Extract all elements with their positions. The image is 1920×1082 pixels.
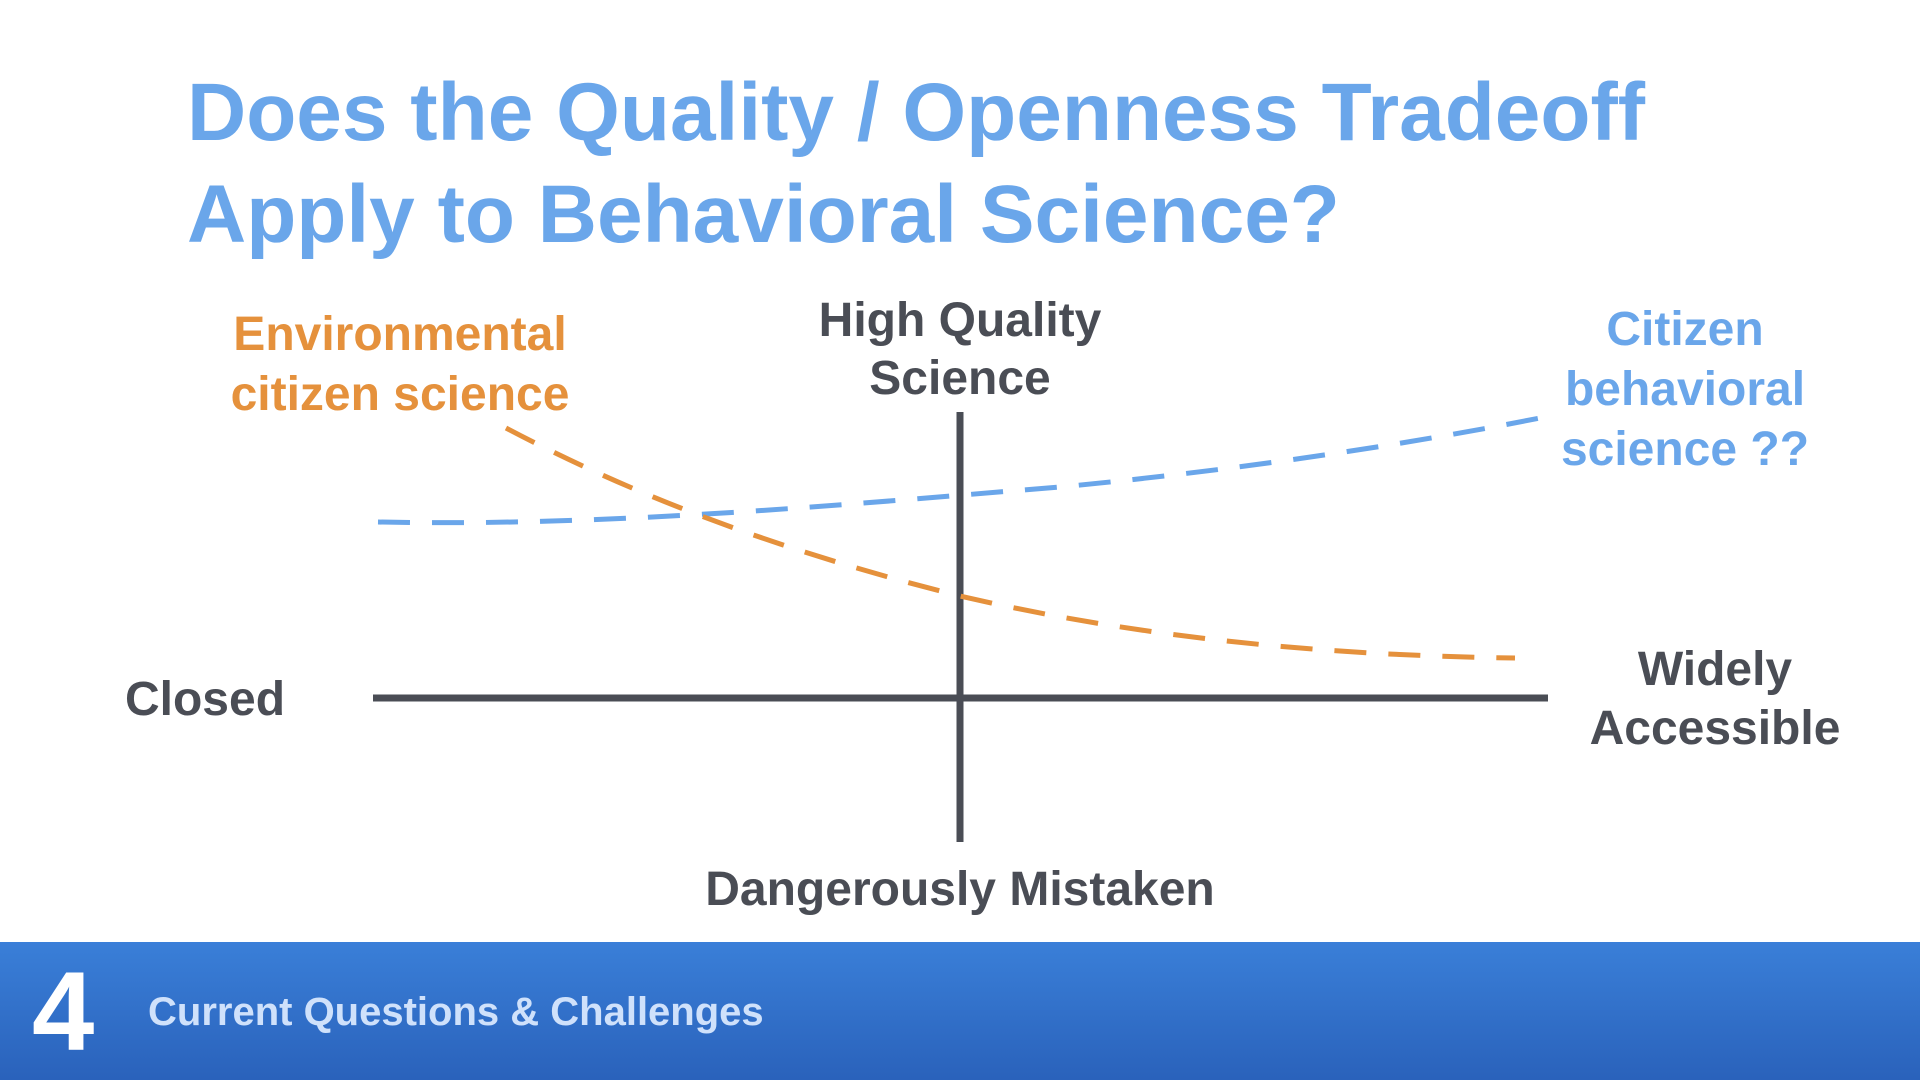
quality-openness-diagram (373, 412, 1548, 842)
x-axis-right-label-line-1: Widely (1637, 643, 1793, 696)
slide-title-line-1: Does the Quality / Openness Tradeoff (187, 67, 1646, 158)
environmental-curve-label-line-2: citizen science (230, 368, 570, 421)
environmental-science-curve (504, 425, 1516, 661)
section-number: 4 (32, 949, 95, 1074)
x-axis-left-label: Closed (124, 673, 286, 726)
section-title: Current Questions & Challenges (148, 990, 764, 1034)
behavioral-curve-label-line-2: behavioral (1564, 363, 1806, 416)
x-axis-right-label-line-2: Accessible (1589, 702, 1841, 755)
y-axis-bottom-label: Dangerously Mistaken (705, 863, 1215, 916)
behavioral-curve-label-line-3: science ?? (1560, 423, 1810, 476)
y-axis-top-label: High Quality Science (760, 292, 1160, 408)
y-axis-top-label-line-1: High Quality (818, 294, 1102, 347)
x-axis-right-label: Widely Accessible (1560, 640, 1870, 758)
environmental-curve-label-line-1: Environmental (233, 308, 567, 361)
behavioral-curve-label: Citizen behavioral science ?? (1530, 300, 1840, 480)
environmental-curve-label: Environmental citizen science (200, 305, 600, 425)
behavioral-curve-label-line-1: Citizen (1606, 303, 1764, 356)
slide-title: Does the Quality / Openness Tradeoff App… (187, 62, 1787, 266)
behavioral-science-curve (377, 414, 1546, 526)
slide-title-line-2: Apply to Behavioral Science? (187, 169, 1340, 260)
section-footer-bar: 4 Current Questions & Challenges (0, 942, 1920, 1080)
y-axis-top-label-line-2: Science (869, 352, 1051, 405)
